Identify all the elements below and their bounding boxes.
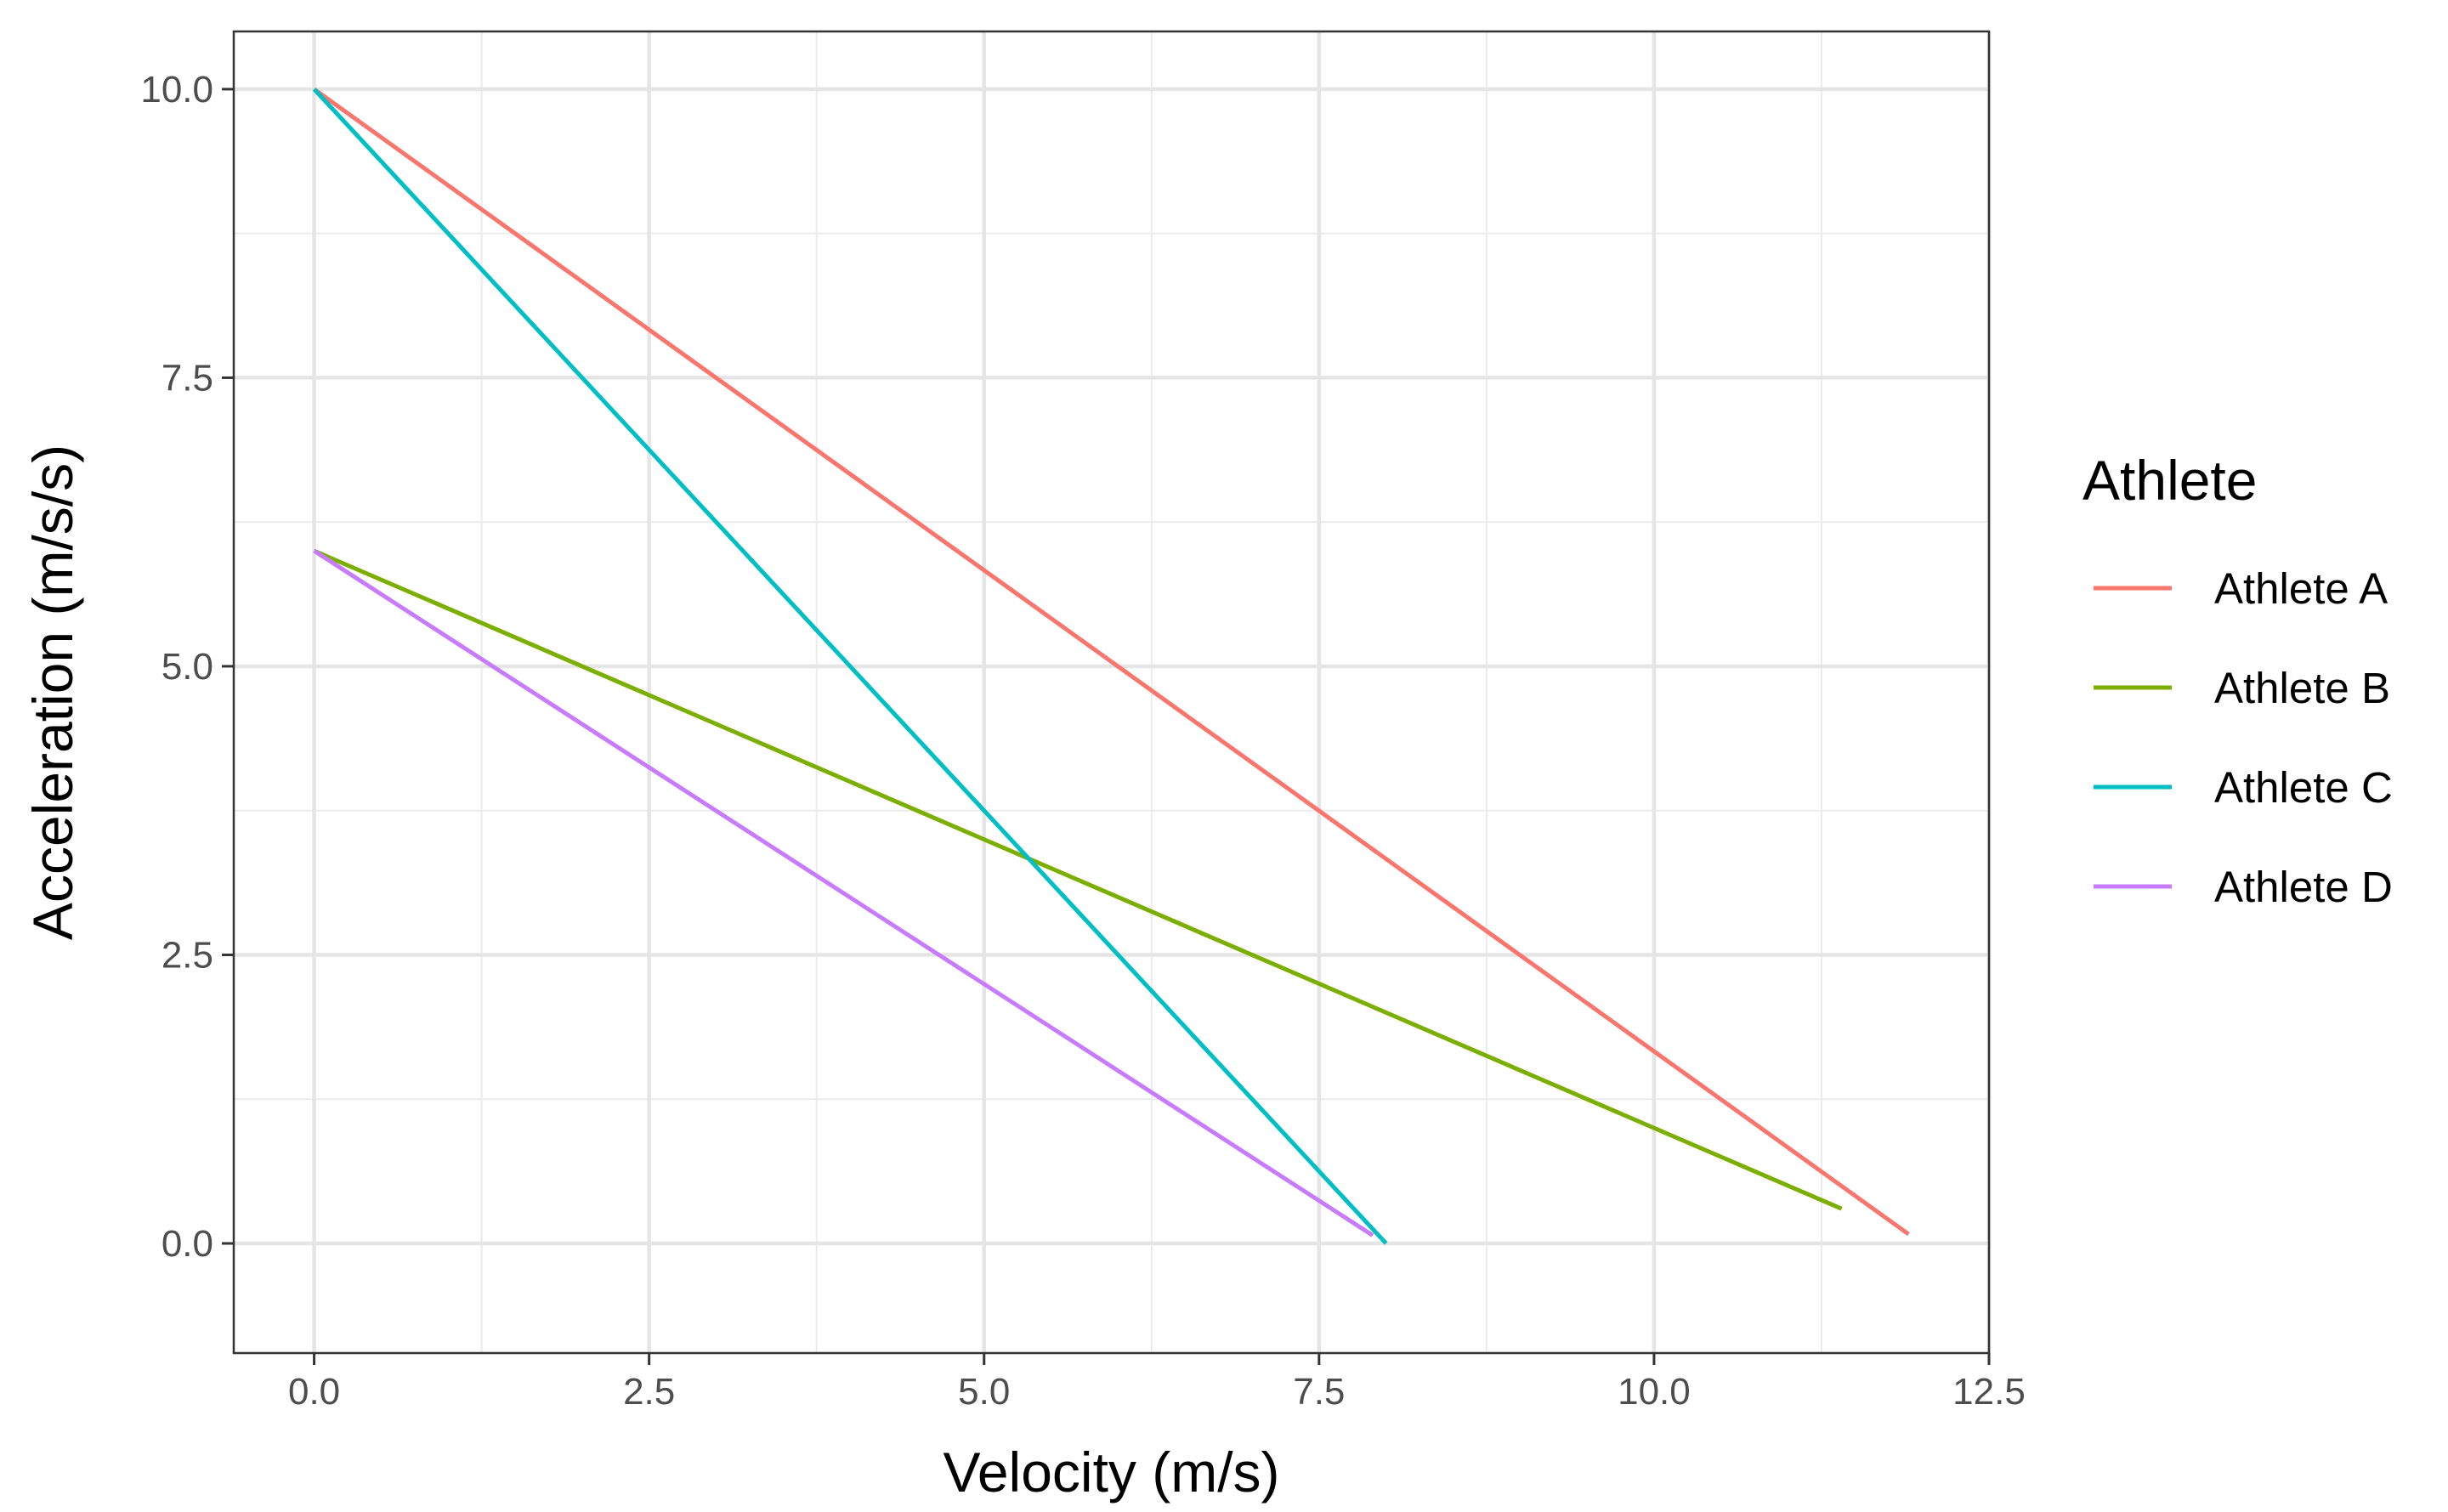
series-line-athlete-a	[313, 87, 1910, 1237]
legend-label-athlete-a: Athlete A	[2214, 564, 2388, 613]
y-axis-title: Acceleration (m/s/s)	[21, 445, 84, 940]
x-tick-label: 12.5	[1952, 1371, 2026, 1413]
y-tick-label: 7.5	[162, 357, 213, 399]
y-tick-label: 10.0	[140, 69, 213, 110]
x-tick-label: 0.0	[288, 1371, 340, 1413]
legend-title: Athlete	[2082, 449, 2257, 512]
y-tick-label: 5.0	[162, 646, 213, 688]
series-line-athlete-c	[312, 88, 1388, 1245]
x-tick-label: 5.0	[958, 1371, 1010, 1413]
y-tick-label: 0.0	[162, 1223, 213, 1265]
legend-label-athlete-b: Athlete B	[2214, 664, 2390, 712]
series-line-athlete-b	[313, 548, 1843, 1211]
y-axis-ticks: 0.0 2.5 5.0 7.5 10.0	[140, 69, 234, 1265]
x-tick-label: 2.5	[623, 1371, 675, 1413]
plot-panel-border	[232, 30, 1991, 1355]
minor-grid	[234, 31, 1989, 1353]
series-line-athlete-d	[313, 549, 1374, 1237]
x-axis-ticks: 0.0 2.5 5.0 7.5 10.0 12.5	[288, 1353, 2026, 1413]
x-tick-label: 7.5	[1293, 1371, 1345, 1413]
y-tick-label: 2.5	[162, 934, 213, 976]
x-axis-title: Velocity (m/s)	[943, 1441, 1279, 1504]
major-grid	[234, 31, 1992, 1353]
legend-label-athlete-c: Athlete C	[2214, 763, 2393, 812]
legend-label-athlete-d: Athlete D	[2214, 863, 2393, 911]
series-lines	[312, 87, 1910, 1245]
x-tick-label: 10.0	[1618, 1371, 1691, 1413]
legend: Athlete A Athlete B Athlete C Athlete D	[2094, 564, 2393, 911]
